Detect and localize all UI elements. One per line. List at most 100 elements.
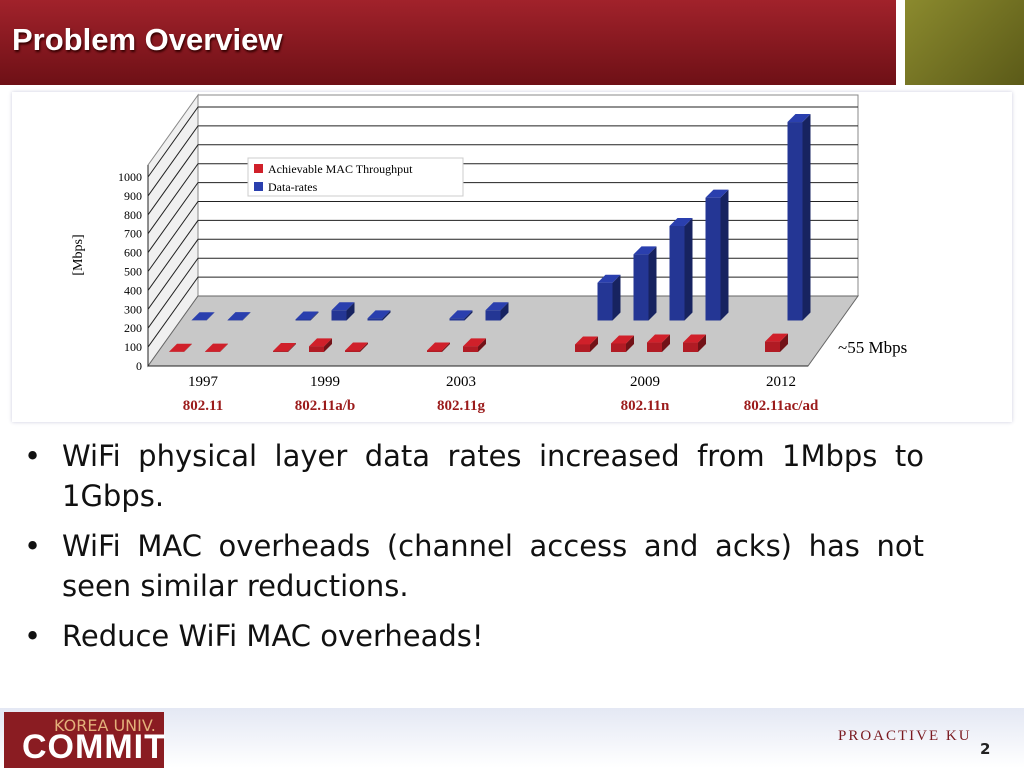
legend-label: Data-rates bbox=[268, 180, 318, 194]
bar-side bbox=[242, 312, 251, 321]
bar-side bbox=[206, 312, 215, 321]
y-tick-label: 600 bbox=[124, 246, 142, 260]
bar-group bbox=[205, 343, 228, 352]
bar-group bbox=[227, 312, 251, 321]
x-tick-label: 2012 bbox=[766, 374, 796, 390]
bar bbox=[611, 343, 626, 352]
page-number: 2 bbox=[980, 740, 991, 758]
bullet: WiFi MAC overheads (channel access and a… bbox=[24, 526, 924, 606]
bar-group bbox=[597, 274, 621, 321]
y-tick-label: 900 bbox=[124, 189, 142, 203]
bar-side bbox=[288, 343, 296, 352]
bar bbox=[647, 342, 662, 352]
bar bbox=[295, 319, 311, 321]
legend-box bbox=[247, 157, 464, 197]
grid-line bbox=[147, 125, 858, 197]
bar-side bbox=[220, 343, 228, 352]
slide-title: Problem Overview bbox=[12, 22, 283, 57]
bar-group bbox=[765, 333, 788, 352]
x-tick-sublabel: 802.11g bbox=[437, 398, 485, 414]
bullet-list: WiFi physical layer data rates increased… bbox=[24, 436, 924, 666]
footer bbox=[0, 708, 1024, 768]
logo-block bbox=[4, 712, 164, 768]
x-tick-sublabel: 802.11n bbox=[621, 398, 670, 414]
bar-top bbox=[705, 189, 729, 198]
bar-top bbox=[647, 334, 670, 343]
bar bbox=[273, 351, 288, 352]
x-tick-label: 1999 bbox=[310, 374, 340, 390]
bar-side bbox=[500, 302, 509, 321]
bar-top bbox=[273, 343, 296, 352]
bar-side bbox=[802, 114, 811, 321]
legend-swatch bbox=[254, 182, 263, 191]
bar-top bbox=[309, 338, 332, 347]
bar bbox=[463, 346, 478, 352]
bar bbox=[345, 350, 360, 352]
bar-group bbox=[575, 336, 598, 352]
corner-block bbox=[905, 0, 1024, 85]
bar bbox=[485, 310, 501, 321]
bar-top bbox=[295, 311, 319, 320]
bar-side bbox=[442, 342, 450, 352]
x-tick-label: 1997 bbox=[188, 374, 219, 390]
grid-line bbox=[147, 144, 858, 216]
x-tick-label: 2003 bbox=[446, 374, 476, 390]
bar-top bbox=[449, 310, 473, 319]
bar bbox=[427, 350, 442, 352]
bar-side bbox=[382, 310, 391, 321]
bar-group bbox=[611, 335, 634, 352]
grid-line bbox=[147, 106, 858, 178]
bar-side bbox=[590, 336, 598, 352]
logo-text: COMMIT bbox=[22, 728, 166, 766]
y-tick-label: 800 bbox=[124, 208, 142, 222]
x-tick-sublabel: 802.11ac/ad bbox=[744, 398, 819, 414]
bar bbox=[765, 341, 780, 352]
y-tick-label: 300 bbox=[124, 302, 142, 316]
bar-side bbox=[478, 338, 486, 352]
bar bbox=[633, 254, 649, 321]
bar-top bbox=[169, 343, 192, 352]
bar-side bbox=[662, 334, 670, 352]
bar-side bbox=[184, 343, 192, 352]
bar-top bbox=[227, 312, 251, 321]
bar-side bbox=[324, 338, 332, 352]
bar-side bbox=[360, 342, 368, 352]
grid-line bbox=[147, 219, 858, 291]
bar-top bbox=[427, 342, 450, 351]
bar-group bbox=[669, 218, 693, 321]
bar-group bbox=[191, 312, 215, 321]
bar-top bbox=[765, 333, 788, 342]
grid-line bbox=[147, 201, 858, 272]
y-tick-label: 1000 bbox=[118, 170, 142, 184]
bar-side bbox=[684, 218, 693, 321]
grid-line bbox=[147, 163, 858, 234]
bar-top bbox=[205, 343, 228, 352]
bar-top bbox=[633, 246, 657, 255]
bar-group bbox=[449, 310, 473, 321]
bar-group bbox=[647, 334, 670, 352]
bar-top bbox=[669, 218, 693, 226]
bar-top bbox=[683, 334, 706, 343]
title-banner bbox=[0, 0, 896, 85]
bar-group bbox=[427, 342, 450, 352]
bar-side bbox=[780, 333, 788, 352]
bar-top bbox=[463, 338, 486, 347]
bar-side bbox=[720, 189, 729, 321]
y-tick-label: 500 bbox=[124, 265, 142, 279]
bar bbox=[331, 310, 347, 321]
bar-top bbox=[345, 342, 368, 351]
bar-top bbox=[331, 302, 355, 311]
x-tick-label: 2009 bbox=[630, 374, 660, 390]
bar-group bbox=[787, 114, 811, 321]
bar-top bbox=[787, 114, 811, 123]
bar-side bbox=[626, 335, 634, 352]
bar-top bbox=[597, 274, 621, 283]
bar-side bbox=[310, 311, 319, 321]
bar bbox=[309, 346, 324, 352]
bar bbox=[705, 197, 721, 321]
bar-side bbox=[648, 246, 657, 321]
bar-top bbox=[575, 336, 598, 345]
y-tick-label: 100 bbox=[124, 340, 142, 354]
bar bbox=[449, 318, 465, 321]
y-tick-label: 400 bbox=[124, 283, 142, 297]
